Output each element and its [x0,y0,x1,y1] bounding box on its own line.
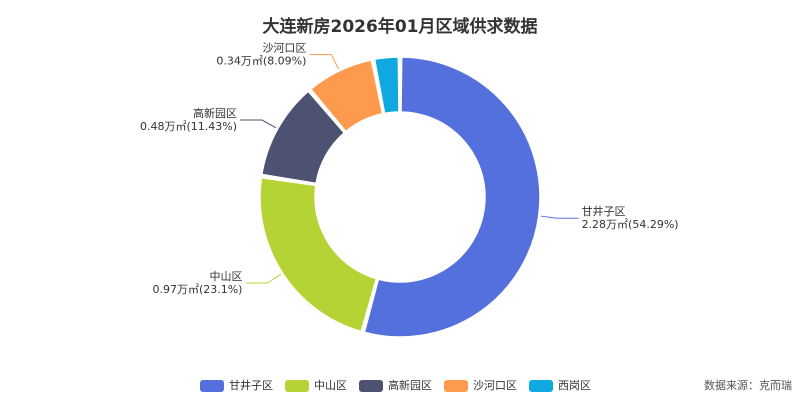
segment-label: 高新园区 [193,106,237,120]
legend-label: 沙河口区 [473,379,517,392]
legend-label: 高新园区 [388,378,432,392]
legend-label: 甘井子区 [229,378,273,392]
donut-segment [310,59,384,133]
legend-label: 中山区 [314,379,347,392]
value-label: 2.28万㎡(54.29%) [582,218,679,231]
donut-segment [373,56,400,115]
donut-segment [261,90,346,185]
leader-line [240,119,277,129]
segment-label: 中山区 [209,270,242,283]
value-label: 0.34万㎡(8.09%) [216,55,306,68]
value-label: 0.48万㎡(11.43%) [140,120,237,133]
leader-line [309,54,339,70]
legend-swatch [200,380,224,392]
legend-swatch [444,380,468,392]
leader-line [540,215,579,219]
legend-label: 西岗区 [558,379,591,392]
segment-label: 沙河口区 [262,42,306,55]
chart-title: 大连新房2026年01月区域供求数据 [263,16,538,37]
legend-swatch [285,380,309,392]
leader-line [245,273,282,284]
legend-swatch [359,380,383,392]
value-label: 0.97万㎡(23.1%) [152,283,242,296]
segment-label: 甘井子区 [582,204,626,218]
source: 数据来源：克而瑞 [704,378,792,392]
donut-segment [363,56,541,338]
legend-swatch [529,380,553,392]
donut-segment [259,177,378,333]
